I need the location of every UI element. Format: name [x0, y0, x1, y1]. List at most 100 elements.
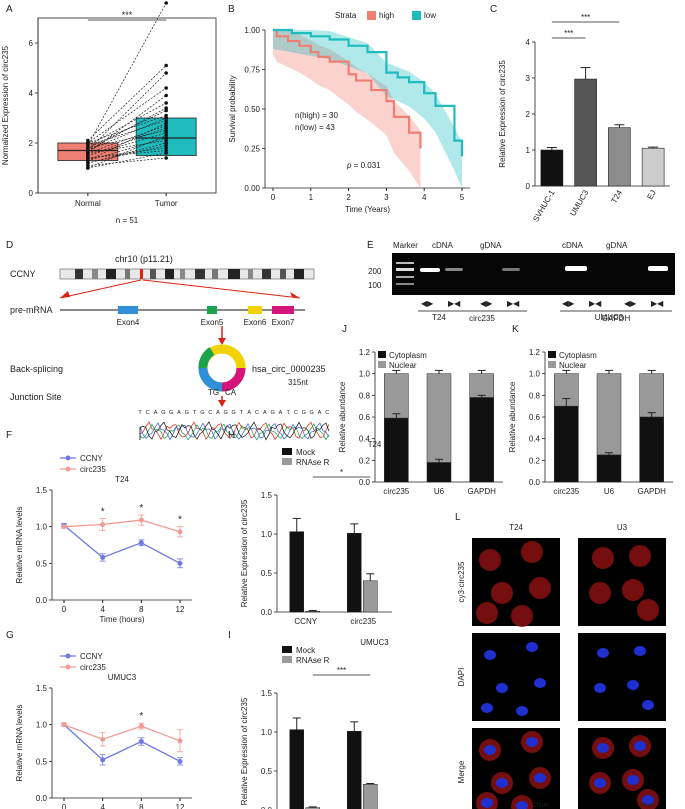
pair-line — [87, 130, 167, 149]
x-tick-label: 12 — [176, 605, 185, 614]
point — [86, 166, 90, 170]
nucleus — [516, 801, 528, 809]
chart-f: T24 0.0 0.5 1.0 1.5 Relative mRNA levels 0 4 8 12… — [15, 454, 192, 624]
cell-signal — [629, 545, 651, 567]
junction-label: Junction Site — [10, 392, 62, 402]
point — [164, 123, 168, 128]
legend-label: Nuclear — [559, 361, 587, 370]
legend-title: Strata — [335, 11, 357, 20]
annot-n-high: n(high) = 30 — [295, 111, 338, 120]
point — [164, 131, 168, 135]
sig-star: * — [139, 503, 143, 514]
series-line-CCNY — [63, 524, 181, 564]
x-tick-label: UMUC3 — [568, 188, 590, 218]
point — [164, 93, 168, 98]
legend-swatch — [282, 458, 292, 465]
legend-label: RNAse R — [296, 458, 330, 467]
point — [86, 153, 90, 158]
y-axis-label: Survival probability — [228, 75, 237, 142]
legend-swatch — [378, 361, 386, 368]
point — [86, 161, 90, 165]
x-tick-label: 4 — [422, 193, 427, 202]
bar — [289, 729, 304, 809]
y-tick-label: 1.0 — [261, 530, 273, 539]
point — [86, 143, 90, 148]
seq-base: G — [185, 410, 189, 416]
sig-label: *** — [564, 29, 573, 38]
y-tick-label: 1.5 — [36, 486, 48, 495]
series-line-circ235 — [63, 519, 181, 533]
legend-label: Mock — [296, 646, 316, 655]
sig-label: * — [340, 468, 343, 477]
cell-signal — [521, 541, 543, 563]
survival-line-low — [273, 28, 464, 157]
gel-gene-gapdh: GAPDH — [602, 314, 631, 323]
nucleus — [534, 678, 546, 688]
zoom-line-left — [59, 279, 142, 299]
nucleus — [516, 706, 528, 716]
exons: Exon4 Exon5 Exon6 Exon7 — [117, 306, 295, 327]
pair-line — [87, 157, 167, 166]
point — [61, 722, 67, 728]
x-tick-label: GAPDH — [637, 487, 666, 496]
y-axis-label: Relative abundance — [338, 381, 347, 452]
seq-base: G — [169, 410, 173, 416]
legend-swatch — [282, 656, 292, 663]
pair-line — [87, 152, 167, 169]
seq-base: A — [279, 410, 283, 416]
legend-label: circ235 — [80, 663, 106, 672]
panel-letter-k: K — [512, 324, 519, 335]
x-tick-label: T24 — [609, 188, 624, 205]
gene-label: CCNY — [10, 269, 36, 279]
panel-j: J T24 0.0 0.2 0.4 0.6 0.8 1.0 1.2 Relative abund… — [338, 313, 503, 496]
panel-letter-g: G — [6, 630, 14, 641]
y-tick-label: 2 — [526, 110, 531, 119]
x-tick-label: U6 — [434, 487, 445, 496]
svg-text:◀▶: ◀▶ — [421, 299, 434, 308]
legend-label: low — [424, 11, 436, 20]
gel-lane-4: gDNA — [606, 241, 628, 250]
point — [86, 138, 90, 143]
panel-letter-b: B — [228, 4, 235, 15]
circ-name: hsa_circ_0000235 — [252, 364, 326, 374]
pair-line — [87, 87, 167, 144]
point — [86, 163, 90, 168]
y-tick-label: 0.0 — [36, 794, 48, 803]
y-tick-label: 0.5 — [36, 559, 48, 568]
pair-line — [87, 102, 167, 146]
legend-marker — [65, 466, 71, 472]
legend-label: Nuclear — [389, 361, 417, 370]
x-tick-label: circ235 — [383, 487, 409, 496]
panel-letter-a: A — [6, 4, 13, 15]
bar — [347, 532, 362, 613]
col-label: U3 — [617, 523, 628, 532]
x-tick-label: circ235 — [350, 617, 376, 626]
seq-base: A — [216, 410, 220, 416]
x-tick-label: 0 — [62, 605, 67, 614]
point — [86, 146, 90, 150]
bar — [363, 580, 378, 613]
x-tick-label: EJ — [645, 189, 657, 202]
nucleus — [594, 683, 606, 693]
gel-lane-1: cDNA — [432, 241, 454, 250]
x-tick-label: 3 — [384, 193, 389, 202]
y-tick-label: 0.6 — [359, 413, 371, 422]
legend-label: CCNY — [80, 652, 103, 661]
chart-title: UMUC3 — [360, 638, 389, 647]
chart-b: 0.00 0.25 0.50 0.75 1.00 Survival probability… — [228, 11, 470, 214]
chart-k: UMUC3 0.0 0.2 0.4 0.6 0.8 1.0 1.2 Relative abund… — [508, 313, 673, 496]
point — [164, 138, 168, 143]
y-axis-label: Relative mRNA levels — [15, 705, 24, 782]
seq-base: A — [318, 410, 322, 416]
point — [86, 151, 90, 155]
point — [164, 116, 168, 120]
seq-base: G — [200, 410, 204, 416]
pair-line — [87, 95, 167, 154]
point — [138, 739, 144, 745]
y-tick-label: 1.00 — [244, 26, 260, 35]
point — [164, 1, 168, 5]
pair-line — [87, 150, 167, 159]
chromosome-ideogram — [59, 268, 315, 280]
stack-segment — [426, 462, 452, 483]
